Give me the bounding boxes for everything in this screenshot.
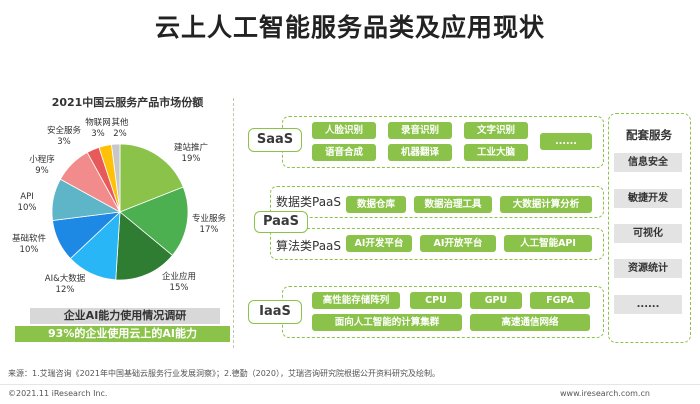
saas-item: 语音合成 bbox=[312, 144, 376, 161]
source-note: 来源：1.艾瑞咨询《2021年中国基础云服务行业发展洞察》；2.德勤（2020）… bbox=[8, 369, 440, 378]
paas-algo-item: AI开放平台 bbox=[420, 235, 496, 252]
slice-value-label: 10% bbox=[19, 245, 39, 255]
pie-label-qita: 其他 2% bbox=[106, 118, 134, 140]
saas-item: 录音识别 bbox=[388, 122, 452, 139]
slice-value-label: 19% bbox=[181, 154, 201, 164]
slice-name-label: 其他 bbox=[111, 118, 129, 128]
slice-name-label: AI&大数据 bbox=[44, 274, 86, 284]
slice-name-label: 专业服务 bbox=[191, 214, 226, 224]
slice-value-label: 3% bbox=[57, 137, 71, 147]
chart-title: 2021中国云服务产品市场份额 bbox=[51, 96, 204, 109]
survey-result: 93%的企业使用云上的AI能力 bbox=[15, 326, 230, 342]
slice-name-label: 小程序 bbox=[29, 155, 55, 165]
iaas-item: FGPA bbox=[530, 292, 590, 309]
paas-data-item: 大数据计算分析 bbox=[500, 196, 592, 213]
support-item: 资源统计 bbox=[614, 259, 682, 278]
copyright: ©2021.11 iResearch Inc. bbox=[8, 389, 108, 398]
pie-label-api: API 10% bbox=[12, 192, 42, 214]
slice-value-label: 2% bbox=[113, 129, 127, 139]
paas-data-item: 数据治理工具 bbox=[414, 196, 492, 213]
slice-name-label: 安全服务 bbox=[46, 126, 81, 136]
survey-heading: 企业AI能力使用情况调研 bbox=[30, 308, 220, 324]
pie-label-zhuanye: 专业服务 17% bbox=[184, 214, 234, 236]
website-link[interactable]: www.iresearch.com.cn bbox=[560, 389, 650, 398]
paas-algo-group bbox=[270, 228, 604, 260]
paas-algo-item: 人工智能API bbox=[504, 235, 592, 252]
paas-algo-label: 算法类PaaS bbox=[276, 239, 342, 253]
saas-item: 文字识别 bbox=[464, 122, 528, 139]
pie-slice bbox=[111, 143, 121, 213]
pie-slice bbox=[119, 143, 184, 213]
pie-label-anquan: 安全服务 3% bbox=[44, 126, 84, 148]
saas-item: 机器翻译 bbox=[388, 144, 452, 161]
slice-value-label: 12% bbox=[55, 285, 75, 295]
support-panel bbox=[608, 113, 691, 343]
slice-value-label: 3% bbox=[91, 129, 105, 139]
pie-label-jichu: 基础软件 10% bbox=[4, 234, 54, 256]
paas-tag: PaaS bbox=[254, 211, 308, 233]
saas-item: ...... bbox=[540, 133, 592, 150]
iaas-item: 高速通信网络 bbox=[470, 314, 590, 331]
paas-algo-item: AI开发平台 bbox=[346, 235, 412, 252]
iaas-item: 面向人工智能的计算集群 bbox=[312, 314, 462, 331]
pie-label-qiye: 企业应用 15% bbox=[154, 272, 204, 294]
support-item: 可视化 bbox=[614, 224, 682, 243]
slice-value-label: 10% bbox=[17, 203, 37, 213]
iaas-item: CPU bbox=[410, 292, 462, 309]
support-title: 配套服务 bbox=[626, 128, 672, 142]
slice-value-label: 17% bbox=[199, 225, 219, 235]
paas-data-item: 数据仓库 bbox=[346, 196, 406, 213]
slice-name-label: 物联网 bbox=[85, 118, 111, 128]
footer-divider bbox=[0, 384, 700, 385]
pie-label-ai: AI&大数据 12% bbox=[40, 274, 90, 296]
pie-label-xiaochengxu: 小程序 9% bbox=[22, 155, 62, 177]
saas-item: 工业大脑 bbox=[464, 144, 528, 161]
slice-name-label: API bbox=[20, 192, 34, 202]
support-item: 敏捷开发 bbox=[614, 189, 682, 208]
slice-name-label: 建站推广 bbox=[173, 143, 208, 153]
pie-label-wulianwang: 物联网 3% bbox=[80, 118, 116, 140]
slice-name-label: 企业应用 bbox=[161, 272, 196, 282]
pie-label-jianzhan: 建站推广 19% bbox=[166, 143, 216, 165]
pie-slice bbox=[115, 211, 173, 281]
support-item: ...... bbox=[614, 295, 682, 314]
pie-slice bbox=[119, 186, 189, 256]
saas-item: 人脸识别 bbox=[312, 122, 376, 139]
iaas-tag: IaaS bbox=[248, 300, 302, 324]
iaas-item: GPU bbox=[470, 292, 522, 309]
slice-value-label: 9% bbox=[35, 166, 49, 176]
section-divider bbox=[233, 98, 234, 348]
paas-data-label: 数据类PaaS bbox=[276, 195, 342, 209]
slice-value-label: 15% bbox=[169, 283, 189, 293]
support-item: 信息安全 bbox=[614, 153, 682, 172]
page-title: 云上人工智能服务品类及应用现状 bbox=[154, 13, 545, 42]
slice-name-label: 基础软件 bbox=[11, 234, 46, 244]
saas-tag: SaaS bbox=[248, 128, 302, 152]
iaas-item: 高性能存储阵列 bbox=[312, 292, 400, 309]
paas-data-group bbox=[270, 186, 604, 218]
